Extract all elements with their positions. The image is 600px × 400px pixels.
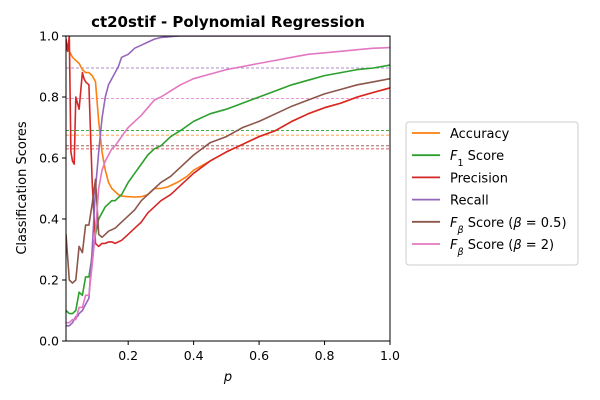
x-axis-label: p (223, 370, 232, 385)
series-line-2 (66, 36, 390, 248)
series-line-4 (66, 77, 390, 284)
legend-label-5: Fβ Score (β = 2) (450, 238, 554, 258)
y-axis-label: Classification Scores (15, 121, 30, 255)
legend-label-1: F1 Score (450, 149, 504, 169)
y-tick-label-3: 0.6 (39, 151, 59, 166)
x-tick-label-1: 0.4 (184, 348, 204, 363)
x-tick-label-0: 0.2 (118, 348, 138, 363)
legend: Accuracy F1 Score Precision Recall Fβ Score … (405, 121, 579, 266)
plot-frame (65, 35, 391, 342)
y-tick-label-5: 1.0 (39, 29, 59, 44)
x-tick-label-3: 0.8 (315, 348, 335, 363)
y-tick-label-4: 0.8 (39, 90, 59, 105)
legend-label-4: Fβ Score (β = 0.5) (450, 216, 567, 236)
legend-box (405, 121, 579, 266)
y-tick-label-2: 0.4 (39, 212, 59, 227)
y-tick-label-0: 0.0 (39, 334, 59, 349)
legend-label-3: Recall (450, 194, 489, 209)
legend-label-0: Accuracy (450, 127, 510, 142)
chart-title: ct20stif - Polynomial Regression (91, 13, 365, 31)
legend-label-2: Precision (450, 171, 508, 186)
y-tick-label-1: 0.2 (39, 273, 59, 288)
series-line-1 (66, 64, 390, 315)
plot-area: 0.2 0.4 0.6 0.8 1.0 0.0 0.2 0.4 0.6 0.8 1.0 (39, 29, 400, 364)
x-tick-label-2: 0.6 (249, 348, 269, 363)
x-tick-label-4: 1.0 (380, 348, 400, 363)
series-line-5 (66, 46, 390, 324)
